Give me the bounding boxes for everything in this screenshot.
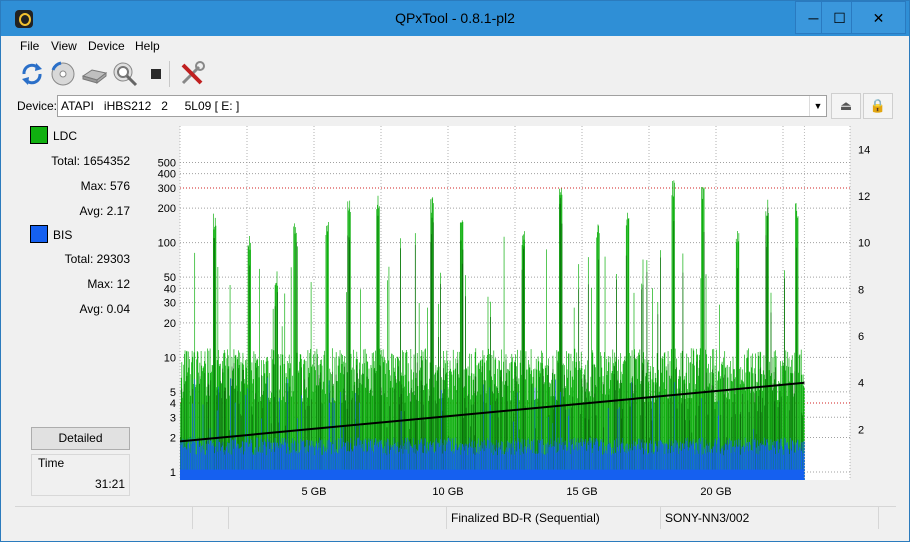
left-axis-tick: 3 — [170, 412, 176, 424]
trend-line — [179, 381, 805, 443]
drive-icon[interactable] — [80, 60, 108, 88]
right-axis-tick: 12 — [858, 191, 870, 203]
bis-max: Max: 12 — [87, 277, 130, 291]
left-axis-tick: 400 — [158, 169, 176, 181]
bis-color-swatch — [30, 225, 48, 243]
bis-total: Total: 29303 — [64, 252, 130, 266]
left-axis-tick: 5 — [170, 387, 176, 399]
ldc-max: Max: 576 — [80, 179, 130, 193]
toolbar-separator — [169, 61, 170, 87]
left-axis-tick: 50 — [164, 272, 176, 284]
settings-tools-icon[interactable] — [178, 60, 206, 88]
refresh-icon[interactable] — [18, 60, 46, 88]
x-axis-tick: 10 GB — [432, 486, 463, 498]
chevron-down-icon[interactable]: ▼ — [809, 96, 826, 116]
window-title: QPxTool - 0.8.1-pl2 — [395, 10, 515, 26]
ldc-color-swatch — [30, 126, 48, 144]
menu-device[interactable]: Device — [88, 39, 125, 53]
bis-base-band — [180, 469, 805, 480]
left-axis-tick: 40 — [164, 283, 176, 295]
toolbar — [1, 57, 909, 91]
disc-scan-icon[interactable] — [49, 60, 77, 88]
close-button[interactable]: ✕ — [851, 1, 906, 34]
left-axis-tick: 200 — [158, 203, 176, 215]
status-cell-3 — [229, 507, 447, 529]
left-axis-tick: 2 — [170, 432, 176, 444]
time-label: Time — [38, 456, 65, 470]
chart-area: 1 2 3 4 5 10 20 30 40 50 100 200 300 400 500 2 4 6 8 10 12 14… — [141, 125, 876, 501]
stats-panel: LDC Total: 1654352 Max: 576 Avg: 2.17 BI… — [21, 124, 133, 498]
right-axis-tick: 4 — [858, 378, 864, 390]
right-axis-tick: 2 — [858, 424, 864, 436]
left-axis-tick: 10 — [164, 352, 176, 364]
bis-avg: Avg: 0.04 — [79, 302, 130, 316]
left-axis-tick: 20 — [164, 318, 176, 330]
menu-help[interactable]: Help — [135, 39, 160, 53]
status-cell-1 — [15, 507, 193, 529]
right-axis-tick: 14 — [858, 144, 870, 156]
device-bar: Device: ATAPI iHBS212 2 5L09 [ E: ] ▼ ⏏ … — [1, 93, 909, 121]
left-axis-tick: 1 — [170, 467, 176, 479]
left-axis-tick: 300 — [158, 183, 176, 195]
x-axis-tick: 15 GB — [566, 486, 597, 498]
bis-label: BIS — [53, 228, 73, 242]
ldc-bis-chart: 1234510203040501002003004005002468101214… — [158, 126, 870, 498]
menu-file[interactable]: File — [20, 39, 40, 53]
x-axis-tick: 5 GB — [301, 486, 326, 498]
left-axis-tick: 100 — [158, 238, 176, 250]
right-axis-tick: 6 — [858, 331, 864, 343]
ldc-avg: Avg: 2.17 — [79, 204, 130, 218]
device-select[interactable]: ATAPI iHBS212 2 5L09 [ E: ] ▼ — [57, 95, 827, 117]
x-axis-tick: 20 GB — [700, 486, 731, 498]
app-logo-icon — [15, 10, 33, 28]
eject-button[interactable]: ⏏ — [831, 93, 861, 119]
status-cell-6 — [879, 507, 896, 529]
stop-icon[interactable] — [142, 60, 170, 88]
lock-button[interactable]: 🔒 — [863, 93, 893, 119]
status-cell-2 — [193, 507, 229, 529]
disc-search-icon[interactable] — [111, 60, 139, 88]
time-value: 31:21 — [94, 477, 125, 491]
menu-view[interactable]: View — [51, 39, 77, 53]
right-axis-tick: 8 — [858, 284, 864, 296]
left-axis-tick: 30 — [164, 298, 176, 310]
left-axis-tick: 500 — [158, 158, 176, 170]
left-axis-tick: 4 — [170, 398, 176, 410]
device-label: Device: — [17, 99, 58, 113]
device-value: ATAPI iHBS212 2 5L09 [ E: ] — [61, 99, 240, 113]
time-box: Time 31:21 — [31, 454, 130, 496]
ldc-label: LDC — [53, 129, 78, 143]
title-bar: QPxTool - 0.8.1-pl2 ─ ☐ ✕ — [1, 1, 909, 36]
detailed-button[interactable]: Detailed — [31, 427, 130, 450]
ldc-total: Total: 1654352 — [51, 154, 130, 168]
status-bar: Finalized BD-R (Sequential) SONY-NN3/002 — [15, 506, 896, 529]
status-disc-type: Finalized BD-R (Sequential) — [447, 507, 661, 529]
menu-bar: File View Device Help — [1, 36, 909, 56]
status-media-id: SONY-NN3/002 — [661, 507, 879, 529]
right-axis-tick: 10 — [858, 238, 870, 250]
